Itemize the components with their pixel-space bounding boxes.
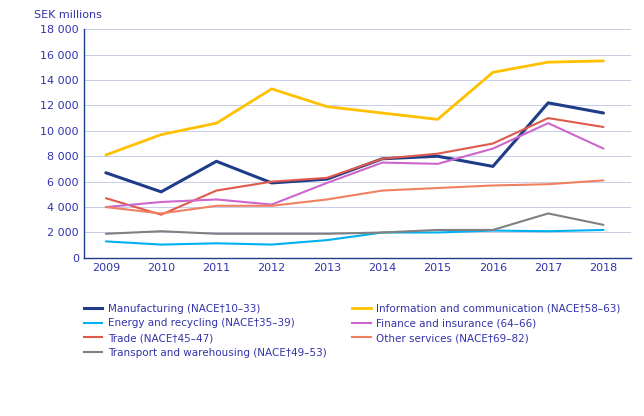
Text: SEK millions: SEK millions bbox=[35, 10, 102, 20]
Legend: Manufacturing (NACE†10–33), Energy and recycling (NACE†35–39), Trade (NACE†45–47: Manufacturing (NACE†10–33), Energy and r… bbox=[84, 304, 621, 358]
